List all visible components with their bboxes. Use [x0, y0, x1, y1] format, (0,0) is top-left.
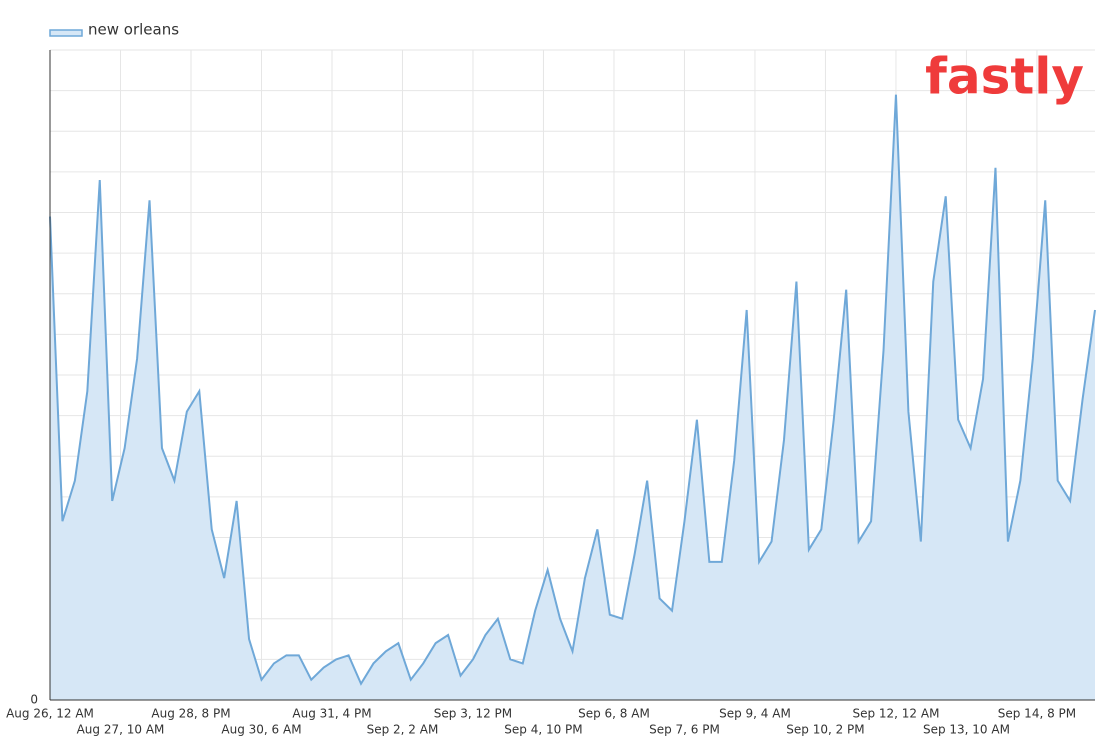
x-tick-label: Sep 3, 12 PM — [434, 707, 512, 721]
x-tick-label: Aug 26, 12 AM — [6, 707, 94, 721]
x-tick-label: Aug 30, 6 AM — [221, 723, 301, 737]
x-tick-label: Sep 14, 8 PM — [998, 707, 1076, 721]
y-tick-label: 0 — [30, 693, 38, 707]
x-tick-label: Sep 2, 2 AM — [367, 723, 439, 737]
area-fill — [50, 94, 1095, 700]
x-tick-label: Sep 13, 10 AM — [923, 723, 1010, 737]
x-tick-label: Sep 10, 2 PM — [786, 723, 864, 737]
x-tick-label: Sep 4, 10 PM — [504, 723, 582, 737]
legend-swatch — [49, 29, 83, 37]
x-tick-label: Aug 31, 4 PM — [292, 707, 371, 721]
x-tick-label: Aug 28, 8 PM — [151, 707, 230, 721]
legend-label: new orleans — [88, 21, 179, 39]
x-tick-label: Sep 9, 4 AM — [719, 707, 791, 721]
x-tick-label: Sep 12, 12 AM — [852, 707, 939, 721]
x-tick-label: Aug 27, 10 AM — [77, 723, 165, 737]
series-line — [49, 94, 1096, 686]
x-tick-label: Sep 6, 8 AM — [578, 707, 650, 721]
x-tick-label: Sep 7, 6 PM — [649, 723, 720, 737]
logo: fastly — [925, 48, 1084, 106]
